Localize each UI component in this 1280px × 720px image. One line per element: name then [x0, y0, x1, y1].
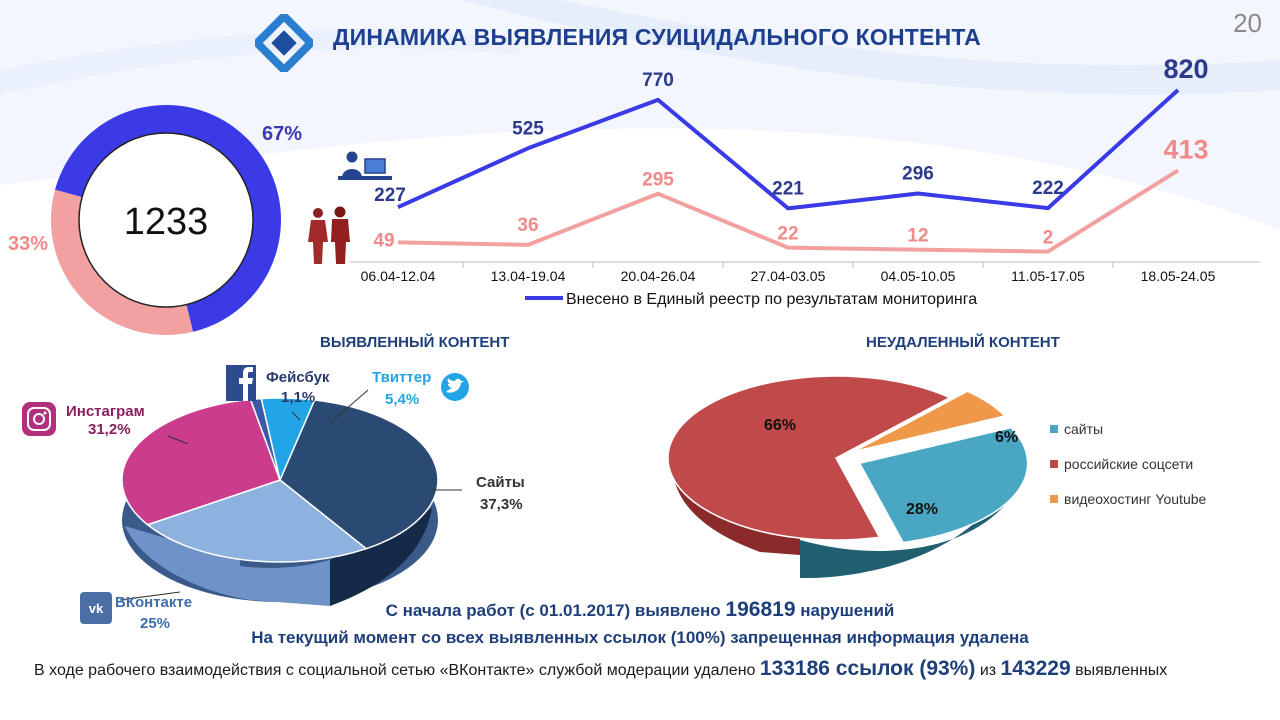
- slice-label-66: 66%: [764, 417, 796, 434]
- legend-sites-value: 37,3%: [480, 496, 523, 513]
- facebook-icon: [226, 365, 256, 401]
- footer-line-3: В ходе рабочего взаимодействия с социаль…: [34, 657, 1167, 681]
- legend-twitter-name: Твиттер: [372, 369, 431, 386]
- pie-slice-видеохостинг-youtube: [853, 390, 1007, 453]
- page-number: 20: [1233, 8, 1262, 38]
- legend-vk-name: ВКонтакте: [115, 594, 192, 611]
- data-label: 296: [902, 164, 934, 185]
- x-tick-label: 06.04-12.04: [361, 268, 436, 284]
- data-label: 525: [512, 118, 544, 139]
- identified-content-title: ВЫЯВЛЕННЫЙ КОНТЕНТ: [320, 334, 510, 351]
- series-line-blue: [397, 88, 1180, 211]
- x-tick-label: 18.05-24.05: [1141, 268, 1216, 284]
- legend-instagram-name: Инстаграм: [66, 403, 145, 420]
- x-tick-label: 20.04-26.04: [621, 268, 696, 284]
- donut-center: [78, 132, 254, 308]
- legend-youtube: видеохостинг Youtube: [1064, 491, 1207, 507]
- footer-line-3-total: 143229: [1000, 657, 1071, 680]
- slice-label-28: 28%: [906, 501, 938, 518]
- data-label: 295: [642, 170, 674, 191]
- footer-line-2: На текущий момент со всех выявленных ссы…: [251, 628, 1029, 647]
- legend-swatch-sites: [1050, 425, 1058, 433]
- footer-line-1-suffix: нарушений: [800, 601, 895, 620]
- footer-line-1-text: С начала работ (с 01.01.2017) выявлено: [385, 601, 721, 620]
- legend-twitter-value: 5,4%: [385, 391, 419, 408]
- series-line-pink: [397, 168, 1180, 254]
- legend-sites-name: Сайты: [476, 474, 525, 491]
- data-label: 770: [642, 70, 674, 91]
- vk-slice-side: [125, 526, 330, 606]
- twitter-icon: [441, 373, 469, 401]
- svg-text:vk: vk: [89, 601, 104, 616]
- data-label: 222: [1032, 178, 1064, 199]
- legend-sites: сайты: [1064, 421, 1103, 437]
- footer-line-3-removed: 133186 ссылок (93%): [759, 657, 976, 680]
- legend-facebook-name: Фейсбук: [266, 369, 330, 386]
- pie-slice-сайты: [858, 426, 1029, 544]
- data-label: 413: [1163, 134, 1208, 164]
- data-label: 820: [1163, 54, 1208, 84]
- data-label: 2: [1043, 228, 1054, 249]
- unremoved-content-pie: 66% 28% 6% сайты российские соцсети виде…: [667, 375, 1207, 579]
- page-title: ДИНАМИКА ВЫЯВЛЕНИЯ СУИЦИДАЛЬНОГО КОНТЕНТ…: [333, 24, 981, 50]
- footer-line-3-prefix: В ходе рабочего взаимодействия с социаль…: [34, 662, 756, 679]
- data-label: 227: [374, 185, 406, 206]
- footer-line-3-suffix: выявленных: [1075, 662, 1168, 679]
- data-label: 22: [777, 224, 798, 245]
- donut-label-33: 33%: [8, 233, 48, 255]
- footer-line-3-mid: из: [979, 662, 997, 679]
- pie-slice-твиттер: [260, 397, 316, 483]
- x-tick-label: 04.05-10.05: [881, 268, 956, 284]
- instagram-icon: [22, 402, 56, 436]
- vk-icon: vk: [80, 592, 112, 624]
- pie-slice-сайты: [279, 399, 439, 550]
- computer-user-icon: [338, 151, 392, 180]
- roskomnadzor-logo-icon: [255, 14, 313, 72]
- legend-russian-social: российские соцсети: [1064, 456, 1193, 472]
- donut-center-label: 1233: [124, 201, 209, 243]
- pie-slice-российские-соцсети: [667, 375, 952, 541]
- slice-label-6: 6%: [995, 429, 1018, 446]
- footer-line-1: С начала работ (с 01.01.2017) выявлено 1…: [0, 598, 1280, 622]
- legend-label: Внесено в Единый реестр по результатам м…: [566, 291, 977, 308]
- data-label: 36: [517, 215, 538, 236]
- legend-swatch-russian-social: [1050, 460, 1058, 468]
- unremoved-content-title: НЕУДАЛЕННЫЙ КОНТЕНТ: [866, 334, 1060, 351]
- pie-slice-инстаграм: [121, 398, 281, 526]
- identified-content-pie: Инстаграм 31,2% Фейсбук 1,1% Твиттер 5,4…: [22, 365, 525, 632]
- donut-slice-1: [51, 189, 193, 335]
- legend-instagram-value: 31,2%: [88, 421, 131, 438]
- x-tick-label: 13.04-19.04: [491, 268, 566, 284]
- x-tick-label: 27.04-03.05: [751, 268, 826, 284]
- data-label: 49: [373, 230, 394, 251]
- donut-label-67: 67%: [262, 123, 302, 145]
- x-tick-label: 11.05-17.05: [1011, 268, 1085, 284]
- pie-slice-вконтакте: [146, 479, 368, 563]
- sites-slice-side: [330, 508, 432, 606]
- line-chart: 227 525 770 221 296 222 820 49 36 295 22 12 2 413 06.…: [350, 54, 1260, 308]
- footer-line-1-number: 196819: [725, 598, 796, 621]
- donut-chart: 1233 67% 33%: [8, 104, 302, 335]
- legend-vk-value: 25%: [140, 615, 170, 632]
- legend-facebook-value: 1,1%: [281, 389, 315, 406]
- legend-swatch-youtube: [1050, 495, 1058, 503]
- data-label: 221: [772, 178, 804, 199]
- data-label: 12: [907, 226, 928, 247]
- sites-slice-side: [800, 470, 1005, 579]
- people-icon: [308, 206, 350, 264]
